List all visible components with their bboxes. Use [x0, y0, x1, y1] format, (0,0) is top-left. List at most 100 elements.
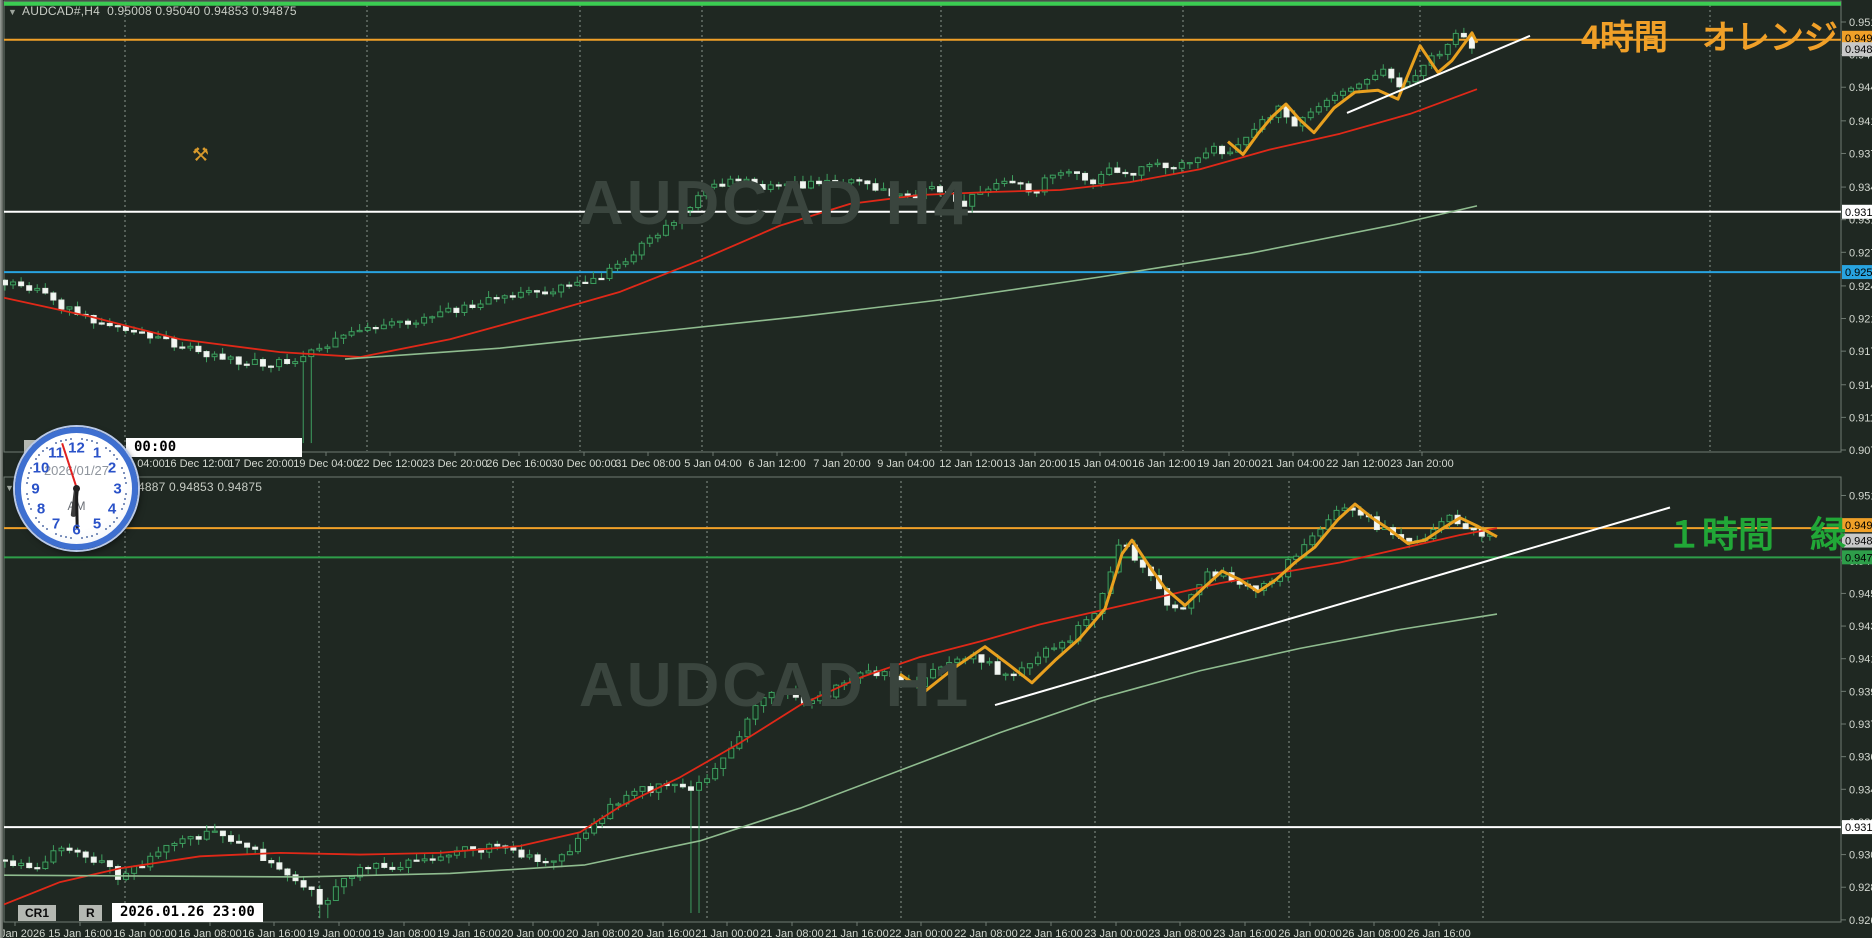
- price-level-box: [1842, 265, 1872, 280]
- candle-body: [1380, 68, 1387, 76]
- candle-body: [848, 179, 855, 184]
- x-axis-label: 22 Jan 16:00: [1019, 928, 1083, 938]
- candle-body: [1202, 152, 1209, 159]
- candle-body: [1452, 32, 1459, 45]
- price-level-box-value: 0.9476: [1845, 552, 1872, 564]
- candle-body: [1180, 607, 1187, 610]
- candle-body: [10, 860, 17, 867]
- candle-body: [622, 261, 629, 265]
- h1-annotation-text[interactable]: １時間 緑: [1666, 514, 1847, 555]
- candle-body: [881, 671, 888, 677]
- candle-body: [1065, 171, 1072, 174]
- clock-minute-dot: [90, 439, 93, 442]
- h1-indicator-tag[interactable]: CR1: [18, 905, 57, 921]
- x-axis-label: 12 Jan 12:00: [939, 458, 1003, 470]
- candle-body: [920, 188, 927, 200]
- candle-body: [574, 281, 581, 286]
- candle-body: [791, 181, 798, 185]
- price-label: 0.9379: [1849, 719, 1872, 731]
- price-level-box-value: 0.9493: [1845, 33, 1872, 45]
- h1-symbol-dropdown-icon[interactable]: ▼: [5, 483, 14, 493]
- h4-time-box[interactable]: 00:00: [126, 438, 302, 457]
- candle-body: [865, 670, 872, 674]
- candle-body: [1470, 528, 1477, 531]
- clock-minute-dot: [38, 520, 41, 523]
- x-axis-label: 15 Jan 16:00: [48, 928, 112, 938]
- candle-body: [518, 849, 525, 858]
- candle-body: [195, 345, 202, 353]
- candle-body: [155, 336, 162, 339]
- clock-minute-dot: [80, 537, 83, 540]
- trend-line[interactable]: [994, 506, 1671, 707]
- price-label: 0.9398: [1849, 686, 1872, 698]
- h1-indicator-tag-r[interactable]: R: [79, 905, 102, 921]
- moving-average-line: [3, 88, 1478, 358]
- candle-body: [98, 860, 105, 863]
- trend-line[interactable]: [1346, 34, 1531, 114]
- candle-body: [606, 267, 613, 280]
- candle-body: [776, 691, 783, 694]
- price-label: 0.9178: [1849, 346, 1872, 358]
- candle-body: [679, 783, 686, 788]
- candle-body: [542, 291, 549, 295]
- candle-body: [574, 837, 581, 853]
- candle-body: [1010, 673, 1017, 677]
- candle-body: [775, 184, 782, 187]
- candle-body: [251, 359, 258, 365]
- chart-frame: [3, 476, 1842, 923]
- candle-body: [381, 862, 388, 868]
- candle-body: [1082, 172, 1089, 181]
- x-axis-label: 26 Jan 00:00: [1278, 928, 1342, 938]
- candle-body: [461, 304, 468, 313]
- candle-body: [163, 844, 170, 853]
- candle-body: [284, 868, 291, 876]
- clock-number: 8: [36, 500, 46, 518]
- candle-body: [1356, 83, 1363, 89]
- candle-body: [348, 331, 355, 336]
- candle-body: [1307, 111, 1314, 119]
- candle-body: [332, 337, 339, 348]
- h4-symbol-dropdown-icon[interactable]: ▼: [8, 7, 17, 17]
- candle-body: [179, 838, 186, 844]
- candle-body: [365, 866, 372, 870]
- clock-number: 11: [48, 444, 64, 462]
- candle-body: [300, 880, 307, 888]
- candle-body: [292, 361, 299, 365]
- candle-body: [704, 778, 711, 783]
- x-axis-label: 16 Jan 08:00: [178, 928, 242, 938]
- clock-minute-dot: [29, 507, 32, 510]
- price-level-box: [1842, 30, 1872, 45]
- h1-time-box[interactable]: 2026.01.26 23:00: [112, 903, 263, 922]
- clock-minute-dot: [108, 524, 111, 527]
- clock-minute-dot: [112, 454, 115, 457]
- h4-annotation-text[interactable]: 4時間 オレンジ: [1581, 19, 1838, 57]
- hammer-pick-icon[interactable]: ⚒: [192, 145, 210, 166]
- candle-body: [767, 184, 774, 190]
- candle-body: [1364, 79, 1371, 85]
- clock-minute-dot: [35, 458, 38, 461]
- clock-minute-dot: [104, 447, 107, 450]
- clock-center-dot: [73, 485, 80, 492]
- candle-body: [1130, 172, 1137, 176]
- candle-body: [219, 830, 226, 837]
- candle-body: [687, 207, 694, 212]
- candle-body: [583, 832, 590, 839]
- clock-number: 3: [113, 480, 122, 497]
- candle-body: [720, 757, 727, 770]
- candle-body: [1331, 94, 1338, 101]
- candle-body: [1073, 171, 1080, 174]
- clock-minute-dot: [95, 533, 98, 536]
- candle-body: [695, 195, 702, 209]
- price-label: 0.9411: [1849, 116, 1872, 128]
- moving-average-line: [899, 502, 1498, 693]
- candle-body: [244, 842, 251, 848]
- candle-body: [938, 666, 945, 670]
- candle-body: [1309, 535, 1316, 546]
- candle-body: [712, 768, 719, 780]
- candle-body: [493, 297, 500, 300]
- clock-minute-dot: [108, 450, 111, 453]
- clock-minute-dot: [60, 535, 63, 538]
- candle-body: [66, 847, 73, 851]
